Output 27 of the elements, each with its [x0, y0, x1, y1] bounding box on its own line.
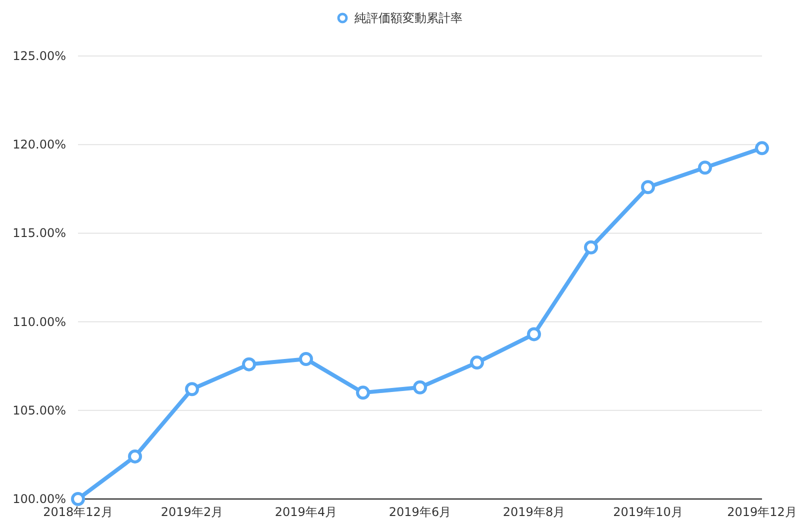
point — [242, 357, 256, 372]
point — [356, 386, 370, 400]
y-tick-label: 100.00% — [12, 492, 66, 506]
point — [470, 356, 484, 370]
point — [641, 180, 655, 194]
x-tick-label: 2019年12月 — [727, 505, 797, 519]
point — [185, 382, 199, 396]
x-tick-label: 2019年4月 — [274, 505, 338, 519]
point — [413, 380, 427, 394]
legend-label: 純評価額変動累計率 — [354, 11, 462, 25]
point — [128, 449, 142, 464]
x-tick-label: 2018年12月 — [43, 505, 113, 519]
x-tick-label: 2019年2月 — [160, 505, 224, 519]
point — [698, 160, 712, 175]
point — [755, 141, 769, 156]
point — [584, 240, 598, 254]
point — [71, 492, 85, 506]
x-tick-label: 2019年10月 — [613, 505, 683, 519]
y-tick-label: 115.00% — [12, 226, 66, 240]
x-tick-label: 2019年6月 — [388, 505, 452, 519]
y-tick-label: 110.00% — [12, 314, 66, 329]
y-tick-label: 120.00% — [12, 138, 66, 152]
point — [527, 327, 541, 342]
x-tick-label: 2019年8月 — [502, 505, 566, 519]
y-tick-label: 105.00% — [12, 403, 66, 418]
point — [299, 352, 313, 366]
y-tick-label: 125.00% — [12, 49, 66, 63]
